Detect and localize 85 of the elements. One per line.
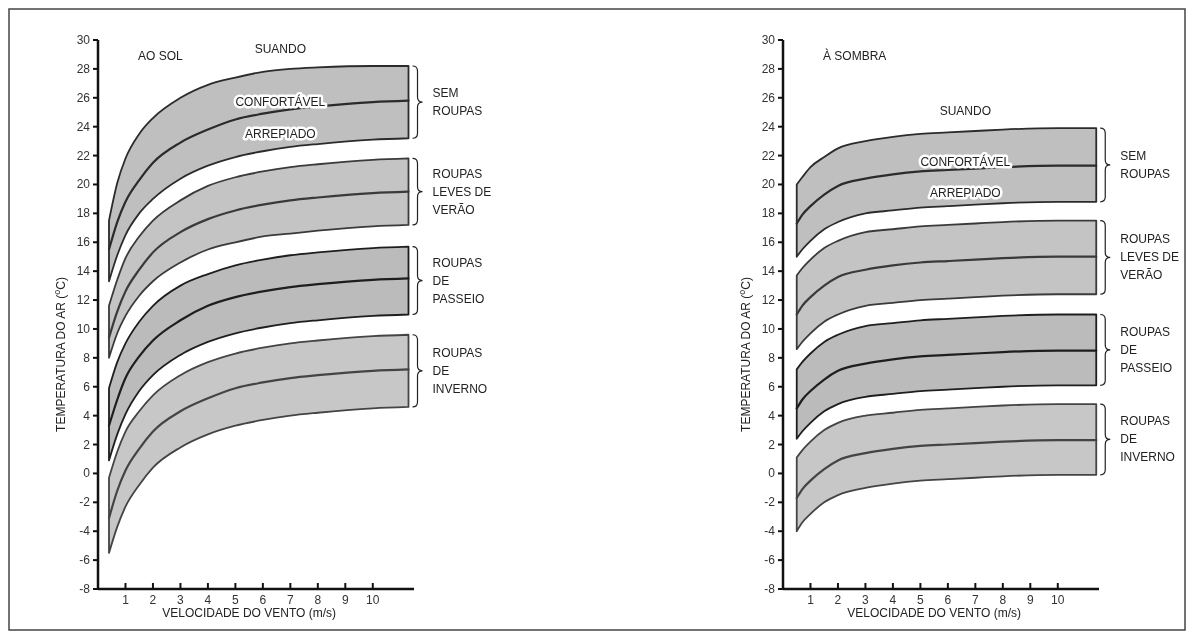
x-axis-title: VELOCIDADE DO VENTO (m/s) [162,606,337,620]
y-tick-label: 8 [83,350,91,365]
annotation: SUANDO [254,41,307,56]
x-axis-title: VELOCIDADE DO VENTO (m/s) [847,606,1022,620]
y-tick-label: 16 [76,235,91,250]
x-tick-label: 5 [232,593,240,607]
line-series [107,190,410,339]
y-tick-label: -6 [79,553,91,568]
y-tick-label: 18 [761,206,776,221]
y-tick-label: 10 [761,321,776,336]
y-tick-label: 16 [761,235,776,250]
y-tick-label: 6 [768,379,776,394]
y-tick-label: 18 [76,206,91,221]
y-tick-label: 30 [76,33,91,47]
series-label: ROUPAS LEVES DE VERÃO [432,166,492,217]
y-tick-label: 10 [76,321,91,336]
text: ROUPAS DE INVERNO [1120,414,1175,465]
y-tick-label: 2 [768,437,776,452]
text: ROUPAS DE INVERNO [432,345,488,396]
x-tick-label: 4 [204,593,212,607]
line-series [795,349,1098,410]
y-tick-label: 8 [768,350,776,365]
text: ROUPAS DE PASSEIO [432,255,485,306]
text: AO SOL [138,49,184,63]
y-tick-label: -8 [79,582,91,596]
x-tick-label: 7 [972,593,979,607]
x-tick-label: 2 [834,593,842,607]
x-tick-label: 9 [341,593,349,607]
y-tick-label: 22 [76,148,91,163]
annotation: ARREPIADO [245,127,316,142]
y-tick-label: -2 [79,495,91,510]
x-tick-label: 3 [862,593,870,607]
y-tick-label: 12 [761,293,776,308]
y-tick-label: 28 [76,61,91,76]
y-tick-label: 0 [768,466,776,481]
y-tick-label: -4 [764,524,776,539]
y-tick-label: 30 [761,33,776,47]
x-tick-label: 7 [287,593,294,607]
line-series [795,439,1098,500]
y-tick-label: 6 [83,379,91,394]
x-tick-label: 5 [917,593,925,607]
line-series [107,368,410,520]
annotation: CONFORTÁVEL [920,153,1011,169]
y-tick-label: 14 [76,264,91,279]
y-tick-label: 4 [768,408,776,423]
line-series [795,164,1098,225]
y-tick-label: 26 [761,90,776,105]
x-tick-label: 6 [259,593,267,607]
y-tick-label: 2 [83,437,91,452]
text: ROUPAS DE PASSEIO [1120,324,1173,375]
x-tick-label: 9 [1026,593,1034,607]
y-tick-label: 28 [761,61,776,76]
y-tick-label: -2 [764,495,776,510]
x-tick-label: 8 [314,593,322,607]
y-tick-label: 14 [761,264,776,279]
y-tick-label: 4 [83,408,91,423]
x-tick-label: 3 [177,593,185,607]
x-tick-label: 2 [149,593,157,607]
annotation: SUANDO [939,104,992,119]
line-series [107,277,410,427]
y-tick-label: 0 [83,466,91,481]
y-tick-label: 22 [761,148,776,163]
y-tick-label: 20 [76,177,91,192]
y-tick-label: 24 [76,119,91,134]
x-tick-label: 10 [366,593,380,607]
x-tick-label: 1 [807,593,815,607]
y-tick-label: 20 [761,177,776,192]
y-tick-label: -6 [764,553,776,568]
x-tick-label: 1 [122,593,130,607]
y-tick-label: -8 [764,582,776,596]
x-tick-label: 6 [944,593,952,607]
annotation: ARREPIADO [930,185,1001,200]
x-tick-label: 4 [889,593,897,607]
x-tick-label: 8 [999,593,1007,607]
text: À SOMBRA [823,48,887,63]
y-tick-label: -4 [79,524,91,539]
text: ROUPAS LEVES DE VERÃO [1120,232,1179,283]
line-series [795,255,1098,316]
y-tick-label: 26 [76,90,91,105]
x-tick-label: 10 [1051,593,1065,607]
text: SEM ROUPAS [432,86,483,119]
annotation: CONFORTÁVEL [235,94,326,110]
text: SEM ROUPAS [1120,148,1171,181]
y-tick-label: 24 [761,119,776,134]
y-tick-label: 12 [76,293,91,308]
